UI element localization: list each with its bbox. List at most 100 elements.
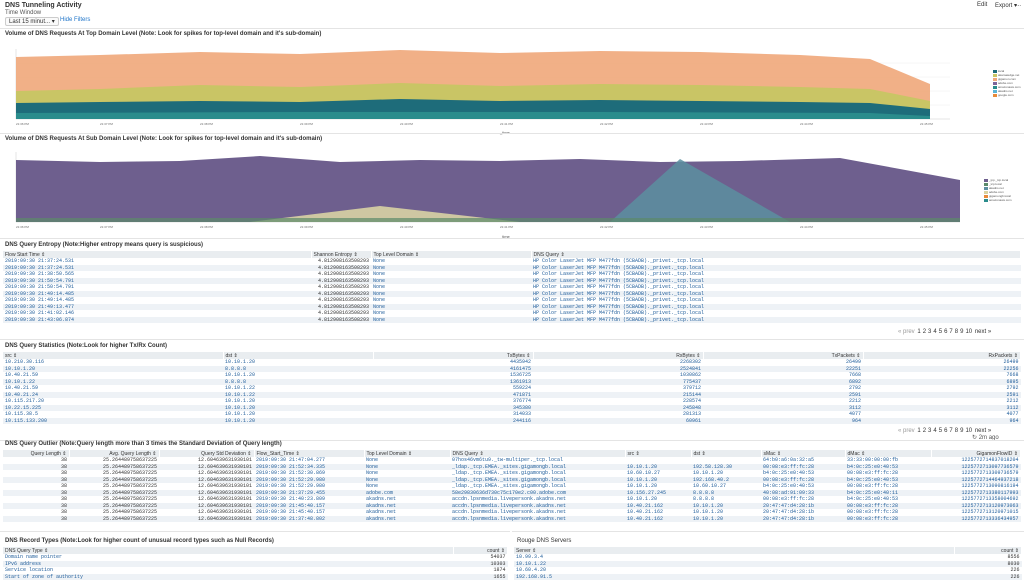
table-cell[interactable]: _ldap._tcp.EMEA._sites.gigamongb.local: [450, 476, 625, 483]
next-link[interactable]: next »: [974, 428, 992, 434]
table-cell[interactable]: _ldap._tcp.EMEA._sites.gigamongb.local: [452, 470, 567, 477]
table-cell[interactable]: 10.22.15.225: [3, 404, 223, 411]
table-cell[interactable]: _ldap._tcp.EMEA._sites.gigamongb.local: [452, 483, 567, 490]
table-cell[interactable]: 2019:09:30 21:47:04.277: [256, 457, 326, 464]
column-header[interactable]: dMac ⇕: [845, 450, 932, 457]
prev-link[interactable]: « prev: [898, 329, 915, 335]
page-link[interactable]: 9: [960, 428, 964, 434]
table-row[interactable]: 2019:09:30 21:37:24.531 4.812908163508293…: [3, 258, 1021, 265]
table-cell[interactable]: 1874: [493, 567, 506, 574]
page-numbers[interactable]: 1 2 3 4 5 6 7 8 9 10: [916, 428, 973, 434]
table-row[interactable]: 10.99.3.4 8556: [514, 554, 1022, 561]
table-cell[interactable]: 6892: [703, 378, 863, 385]
table-cell[interactable]: 2212: [848, 398, 861, 405]
table-cell[interactable]: 215144: [533, 391, 703, 398]
table-cell[interactable]: accdn.lpsnmedia.livepersonk.akadns.net: [450, 502, 625, 509]
table-cell[interactable]: accdn.lpsnmedia.livepersonk.akadns.net: [452, 496, 567, 503]
page-link[interactable]: 8: [954, 428, 959, 434]
column-header[interactable]: Top Level Domain ⇕: [371, 251, 532, 258]
table-cell[interactable]: 10.10.1.20: [3, 365, 223, 372]
legend-item[interactable]: local: [993, 69, 1004, 73]
table-cell[interactable]: 1655: [453, 573, 508, 580]
table-cell[interactable]: 25.264489758637225: [69, 476, 159, 483]
column-header[interactable]: GigamonFlowID ⇕: [931, 450, 1021, 457]
legend-item[interactable]: akadns.net: [993, 89, 1013, 93]
page-link[interactable]: 7: [949, 428, 953, 434]
table-cell[interactable]: 281313: [682, 411, 701, 418]
table-row[interactable]: 10.210.30.116 10.10.1.20 4435942 2268302 264…: [3, 359, 1021, 366]
table-cell[interactable]: adobe.com: [364, 489, 450, 496]
table-cell[interactable]: _ldap._tcp.EMEA._sites.gigamongb.local: [450, 463, 625, 470]
table-cell[interactable]: 12.604639631930101: [159, 515, 254, 522]
table-cell[interactable]: 10.10.1.20: [225, 411, 256, 418]
table-cell[interactable]: Domain name pointer: [5, 554, 63, 561]
table-row[interactable]: 38 25.264489758637225 12.604639631930101 20…: [3, 489, 1021, 496]
table-cell[interactable]: 33:33:00:00:00:fb: [847, 457, 899, 464]
table-cell[interactable]: None: [373, 297, 386, 304]
table-row[interactable]: 10.40.21.24 10.10.1.22 471871 215144 2591 259…: [3, 391, 1021, 398]
table-row[interactable]: 2019:09:30 21:50:54.791 4.812908163508293…: [3, 284, 1021, 291]
table-cell[interactable]: 228574: [682, 398, 701, 405]
table-cell[interactable]: 2019:09:30 21:37:29.455: [254, 489, 364, 496]
table-cell[interactable]: b4:0c:25:e0:40:11: [845, 489, 931, 496]
page-link[interactable]: 5: [938, 329, 943, 335]
table-cell[interactable]: 25.264489758637225: [69, 502, 159, 509]
table-row[interactable]: 38 25.264489758637225 12.604639631930101 20…: [3, 483, 1021, 490]
table-cell[interactable]: 10.10.1.20: [625, 463, 691, 470]
table-cell[interactable]: 25.264489758637225: [69, 463, 159, 470]
legend-item[interactable]: akamaiedge.net: [993, 73, 1019, 77]
table-row[interactable]: 38 25.264489758637225 12.604639631930101 20…: [3, 457, 1021, 464]
table-cell[interactable]: 10.10.1.20: [627, 483, 658, 490]
table-cell[interactable]: 1225772713358004692: [961, 496, 1019, 503]
table-cell[interactable]: IPv6 address: [3, 560, 453, 567]
table-row[interactable]: 10.40.21.59 10.10.1.20 1536725 1030862 7668 7…: [3, 372, 1021, 379]
prev-link[interactable]: « prev: [898, 428, 915, 434]
table-cell[interactable]: 20:47:47:d4:28:1b: [761, 502, 845, 509]
table-cell[interactable]: 1030862: [679, 372, 701, 379]
column-header[interactable]: count ⇕: [954, 547, 1022, 554]
table-cell[interactable]: 2019:09:30 21:52:29.980: [256, 483, 326, 490]
table-cell[interactable]: 38: [60, 457, 67, 464]
table-cell[interactable]: akadns.net: [366, 496, 397, 503]
legend-item[interactable]: _tcp.local: [984, 182, 1002, 186]
table-cell[interactable]: 559224: [512, 385, 531, 392]
table-cell[interactable]: akadns.net: [364, 515, 450, 522]
table-cell[interactable]: 58e29830636d730c75c170e2.c00.adobe.com: [450, 489, 625, 496]
table-cell[interactable]: 2268302: [679, 359, 701, 366]
table-cell[interactable]: 10.10.1.20: [225, 372, 256, 379]
table-cell[interactable]: 54037: [490, 554, 506, 561]
table-cell[interactable]: None: [364, 463, 450, 470]
table-cell[interactable]: 226: [954, 573, 1022, 580]
page-link[interactable]: 10: [965, 329, 973, 335]
table-cell[interactable]: None: [366, 457, 379, 464]
table-cell[interactable]: 2019:09:30 21:45:40.157: [254, 502, 364, 509]
table-cell[interactable]: 376774: [512, 398, 531, 405]
page-link[interactable]: 1: [917, 329, 921, 335]
edit-button[interactable]: Edit: [977, 2, 988, 8]
column-header[interactable]: Shannon Entropy ⇕: [311, 251, 372, 258]
table-cell[interactable]: 2019:09:30 21:52:34.335: [254, 463, 364, 470]
column-header[interactable]: Query Length ⇕: [3, 450, 70, 457]
table-cell[interactable]: 38: [60, 509, 67, 516]
table-cell[interactable]: akadns.net: [364, 502, 450, 509]
table-cell[interactable]: 192.58.128.30: [691, 463, 761, 470]
page-link[interactable]: 6: [944, 428, 948, 434]
page-link[interactable]: 2: [922, 329, 927, 335]
table-cell[interactable]: 1225772713120973063: [931, 502, 1021, 509]
table-cell[interactable]: 10.10.1.20: [223, 417, 373, 424]
table-cell[interactable]: 314033: [512, 411, 531, 418]
legend-item[interactable]: gigamon.com: [993, 77, 1016, 81]
table-cell[interactable]: 10.10.1.22: [225, 385, 256, 392]
table-cell[interactable]: 2019:09:30 21:52:30.869: [256, 470, 326, 477]
table-cell[interactable]: 2019:09:30 21:49:14.485: [3, 290, 311, 297]
table-cell[interactable]: 10.115.38.5: [5, 411, 39, 418]
table-cell[interactable]: 2019:09:30 21:40:23.809: [256, 496, 326, 503]
table-row[interactable]: 2019:09:30 21:38:50.565 4.812908163508293…: [3, 271, 1021, 278]
table-cell[interactable]: 10.10.1.20: [693, 509, 724, 516]
page-link[interactable]: 2: [922, 428, 927, 434]
table-cell[interactable]: 2019:09:30 21:38:50.565: [5, 271, 75, 278]
table-cell[interactable]: 1225772713090816194: [961, 483, 1019, 490]
table-cell[interactable]: 20:47:47:d4:28:1b: [763, 509, 815, 516]
page-link[interactable]: 7: [949, 329, 953, 335]
table-row[interactable]: 38 25.264489758637225 12.604639631930101 20…: [3, 515, 1021, 522]
